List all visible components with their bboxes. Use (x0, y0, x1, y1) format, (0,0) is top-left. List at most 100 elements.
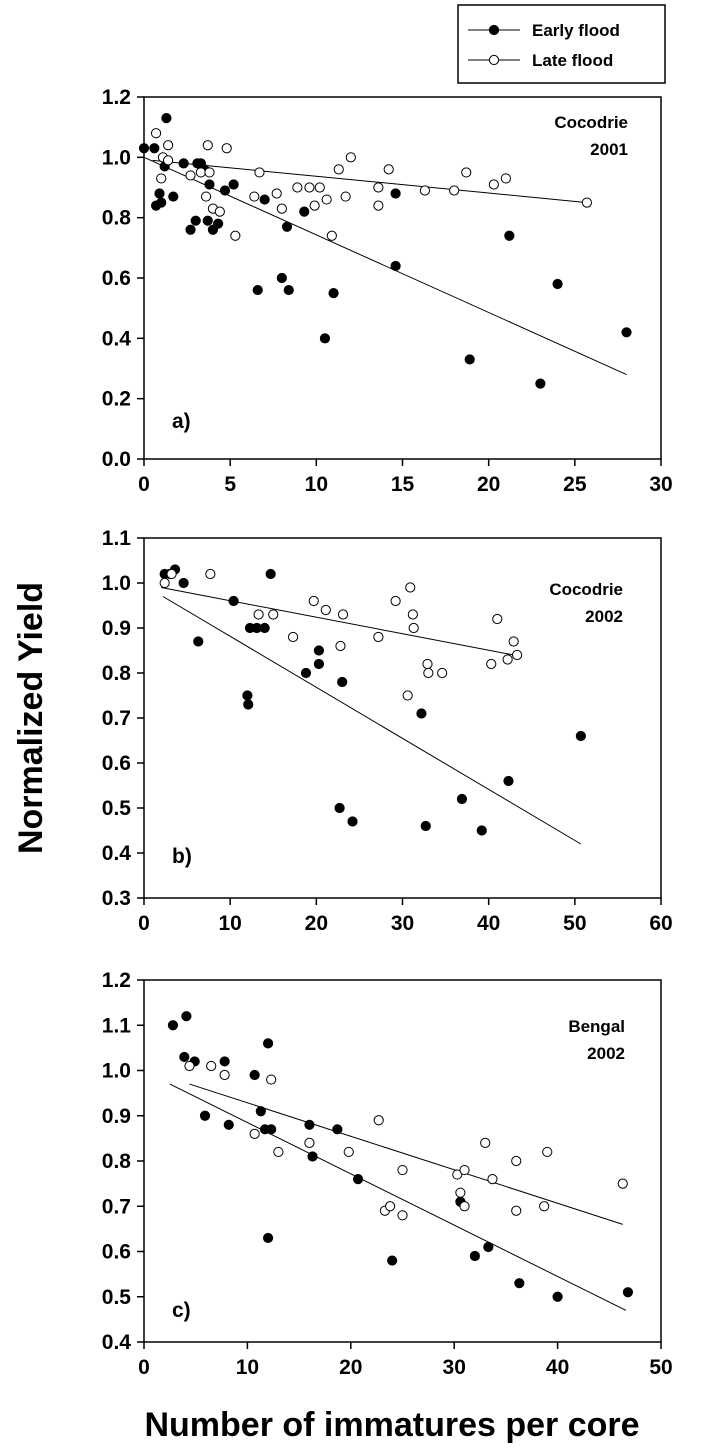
late-flood-point (163, 140, 174, 151)
late-flood-point (309, 200, 320, 211)
y-tick-label: 0.8 (102, 207, 132, 230)
early-flood-point (219, 185, 231, 196)
late-flood-point (304, 182, 315, 193)
early-flood-point (185, 224, 196, 235)
y-tick-label: 0.8 (102, 1150, 132, 1173)
y-tick-label: 0.4 (102, 842, 132, 865)
late-flood-point (206, 1060, 217, 1072)
panel-annotation-line2: 2002 (585, 607, 623, 626)
x-tick-label: 40 (477, 912, 500, 935)
late-flood-point (373, 200, 384, 211)
early-flood-point (313, 658, 325, 670)
y-tick-label: 1.2 (102, 969, 131, 992)
late-flood-point (195, 167, 206, 178)
x-tick-label: 10 (236, 1356, 259, 1379)
x-tick-label: 30 (649, 473, 672, 496)
late-flood-point (512, 649, 523, 661)
early-flood-point (390, 188, 401, 199)
late-flood-point (487, 1174, 498, 1185)
late-flood-point (373, 1115, 384, 1126)
early-flood-point (332, 1124, 343, 1135)
x-tick-label: 50 (563, 912, 586, 935)
x-tick-label: 50 (649, 1356, 672, 1379)
x-tick-label: 0 (138, 912, 150, 935)
early-flood-point (242, 690, 253, 701)
early-flood-point (622, 1287, 634, 1298)
late-flood-point (461, 167, 472, 178)
legend-label-late: Late flood (532, 51, 613, 70)
early-flood-point (266, 1124, 277, 1135)
early-flood-point (228, 595, 239, 607)
panel-c: 0 10 20 30 40 50 0.4 0.5 0.6 0.7 0.8 0.9 1.0 1.1 1.2 Be… (102, 969, 673, 1379)
x-tick-label: 20 (339, 1356, 362, 1379)
y-tick-label: 0.2 (102, 388, 131, 411)
early-flood-point (223, 1119, 234, 1130)
early-flood-trendline (169, 1083, 627, 1311)
early-flood-point (503, 775, 514, 787)
y-tick-label: 0.9 (102, 1105, 131, 1128)
x-tick-label: 0 (138, 473, 150, 496)
early-flood-point (456, 793, 468, 805)
early-flood-point (154, 188, 165, 199)
y-tick-label: 0.4 (102, 1331, 132, 1354)
late-flood-point (384, 1201, 396, 1212)
late-flood-point (373, 631, 384, 643)
x-tick-label: 20 (477, 473, 500, 496)
late-flood-point (219, 1069, 230, 1081)
late-flood-trendline (152, 159, 587, 204)
early-flood-point (504, 230, 515, 241)
early-flood-point (168, 191, 179, 202)
late-flood-point (542, 1146, 553, 1158)
early-flood-point (337, 676, 348, 688)
x-tick-label: 20 (305, 912, 328, 935)
late-flood-point (150, 128, 162, 139)
late-flood-point (408, 622, 419, 634)
y-tick-label: 1.0 (102, 1060, 131, 1083)
late-flood-point (268, 609, 279, 620)
late-flood-point (405, 582, 416, 593)
early-flood-point (262, 1232, 274, 1244)
panel-annotation-line2: 2001 (590, 140, 628, 159)
late-flood-point (340, 191, 351, 202)
late-flood-point (266, 1074, 277, 1085)
panel-a: 0 5 10 15 20 25 30 0.0 0.2 0.4 0.6 0.8 1.0 1.2 Cocodri… (102, 86, 673, 496)
early-flood-trendline (162, 596, 582, 845)
late-flood-point (253, 609, 264, 620)
early-flood-point (193, 636, 204, 647)
early-flood-trendline (143, 156, 627, 375)
x-tick-label: 25 (563, 473, 587, 496)
late-flood-point (304, 1137, 315, 1149)
late-flood-point (407, 609, 418, 620)
early-flood-point (420, 820, 431, 832)
late-flood-point (185, 170, 196, 181)
panel-annotation-line1: Cocodrie (549, 580, 623, 599)
early-flood-point (469, 1250, 480, 1262)
late-flood-point (459, 1164, 470, 1176)
panel-b: 0 10 20 30 40 50 60 0.3 0.4 0.5 0.6 0.7 0.8 0.9 1.0 1.1… (102, 527, 673, 935)
y-tick-label: 0.7 (102, 1195, 131, 1218)
x-tick-label: 40 (546, 1356, 569, 1379)
late-flood-point (230, 230, 241, 241)
early-flood-point (281, 221, 293, 232)
late-flood-point (276, 203, 287, 214)
late-flood-point (314, 182, 325, 193)
y-tick-label: 1.0 (102, 572, 131, 595)
early-flood-point (416, 708, 427, 719)
late-flood-point (383, 164, 394, 175)
early-flood-point (319, 333, 331, 344)
y-axis-title: Normalized Yield (12, 582, 50, 854)
y-tick-label: 0.5 (102, 1286, 132, 1309)
late-flood-point (397, 1210, 408, 1221)
late-flood-point (321, 194, 332, 205)
early-flood-point (259, 622, 270, 634)
x-tick-label: 30 (443, 1356, 466, 1379)
late-flood-point (202, 140, 213, 151)
late-flood-point (581, 197, 592, 208)
x-axis-title: Number of immatures per core (144, 1406, 639, 1444)
early-flood-point (300, 667, 312, 679)
early-flood-point (387, 1255, 398, 1266)
late-flood-point (502, 654, 513, 665)
x-tick-label: 10 (218, 912, 241, 935)
late-flood-point (156, 173, 167, 184)
